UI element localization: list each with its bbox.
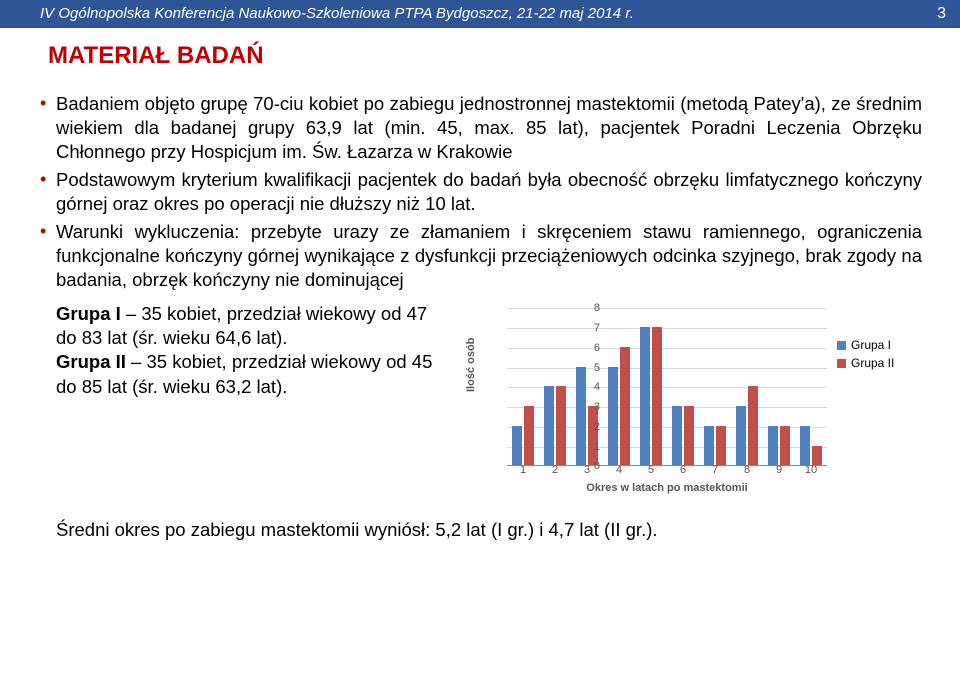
bar <box>576 367 586 466</box>
x-tick: 3 <box>584 464 590 476</box>
bar-chart: Ilość osób Okres w latach po mastektomii… <box>467 302 922 502</box>
bar <box>652 327 662 465</box>
y-tick: 3 <box>586 401 600 413</box>
footer-line: Średni okres po zabiegu mastektomii wyni… <box>56 518 960 542</box>
x-tick: 8 <box>744 464 750 476</box>
x-tick: 7 <box>712 464 718 476</box>
bar <box>672 406 682 465</box>
bar <box>748 386 758 465</box>
body-text: Badaniem objęto grupę 70-ciu kobiet po z… <box>38 92 922 292</box>
grid-line <box>507 348 827 349</box>
chart-column: Ilość osób Okres w latach po mastektomii… <box>467 302 922 502</box>
bar <box>512 426 522 466</box>
header-text: IV Ogólnopolska Konferencja Naukowo-Szko… <box>40 5 634 22</box>
x-tick: 5 <box>648 464 654 476</box>
y-tick: 7 <box>586 322 600 334</box>
y-tick: 1 <box>586 441 600 453</box>
legend-item: Grupa I <box>837 338 894 352</box>
legend-swatch <box>837 341 846 350</box>
group-2-text: Grupa II – 35 kobiet, przedział wiekowy … <box>38 350 447 398</box>
group-1-label: Grupa I <box>56 303 121 324</box>
grid-line <box>507 387 827 388</box>
bar <box>780 426 790 466</box>
x-tick: 2 <box>552 464 558 476</box>
group-2-label: Grupa II <box>56 351 126 372</box>
legend-label: Grupa I <box>851 338 891 352</box>
header-bar: IV Ogólnopolska Konferencja Naukowo-Szko… <box>0 0 960 28</box>
grid-line <box>507 407 827 408</box>
y-axis-label: Ilość osób <box>465 338 477 392</box>
bar <box>736 406 746 465</box>
bar <box>524 406 534 465</box>
plot-area <box>507 308 827 466</box>
page-number: 3 <box>937 0 946 28</box>
x-tick: 1 <box>520 464 526 476</box>
x-tick: 4 <box>616 464 622 476</box>
bar <box>800 426 810 466</box>
y-tick: 4 <box>586 381 600 393</box>
grid-line <box>507 447 827 448</box>
bar <box>716 426 726 466</box>
y-tick: 8 <box>586 302 600 314</box>
grid-line <box>507 308 827 309</box>
bar <box>684 406 694 465</box>
x-tick: 9 <box>776 464 782 476</box>
y-tick: 5 <box>586 362 600 374</box>
bar <box>768 426 778 466</box>
bar <box>588 406 598 465</box>
bar <box>704 426 714 466</box>
x-tick: 10 <box>805 464 817 476</box>
bar <box>544 386 554 465</box>
bar <box>608 367 618 466</box>
grid-line <box>507 368 827 369</box>
bar <box>640 327 650 465</box>
x-tick: 6 <box>680 464 686 476</box>
bar <box>556 386 566 465</box>
bar <box>812 446 822 466</box>
x-axis-label: Okres w latach po mastektomii <box>507 482 827 494</box>
section-title: MATERIAŁ BADAŃ <box>48 42 960 70</box>
bullet-2: Podstawowym kryterium kwalifikacji pacje… <box>38 168 922 216</box>
bar <box>620 347 630 466</box>
lower-row: Grupa I – 35 kobiet, przedział wiekowy o… <box>38 302 922 502</box>
chart-legend: Grupa I Grupa II <box>837 338 894 374</box>
legend-item: Grupa II <box>837 356 894 370</box>
grid-line <box>507 328 827 329</box>
grid-line <box>507 427 827 428</box>
group-1-text: Grupa I – 35 kobiet, przedział wiekowy o… <box>38 302 447 350</box>
bullet-1: Badaniem objęto grupę 70-ciu kobiet po z… <box>38 92 922 164</box>
y-tick: 6 <box>586 342 600 354</box>
y-tick: 2 <box>586 421 600 433</box>
groups-column: Grupa I – 35 kobiet, przedział wiekowy o… <box>38 302 467 502</box>
legend-label: Grupa II <box>851 356 894 370</box>
bullet-3: Warunki wykluczenia: przebyte urazy ze z… <box>38 220 922 292</box>
legend-swatch <box>837 359 846 368</box>
